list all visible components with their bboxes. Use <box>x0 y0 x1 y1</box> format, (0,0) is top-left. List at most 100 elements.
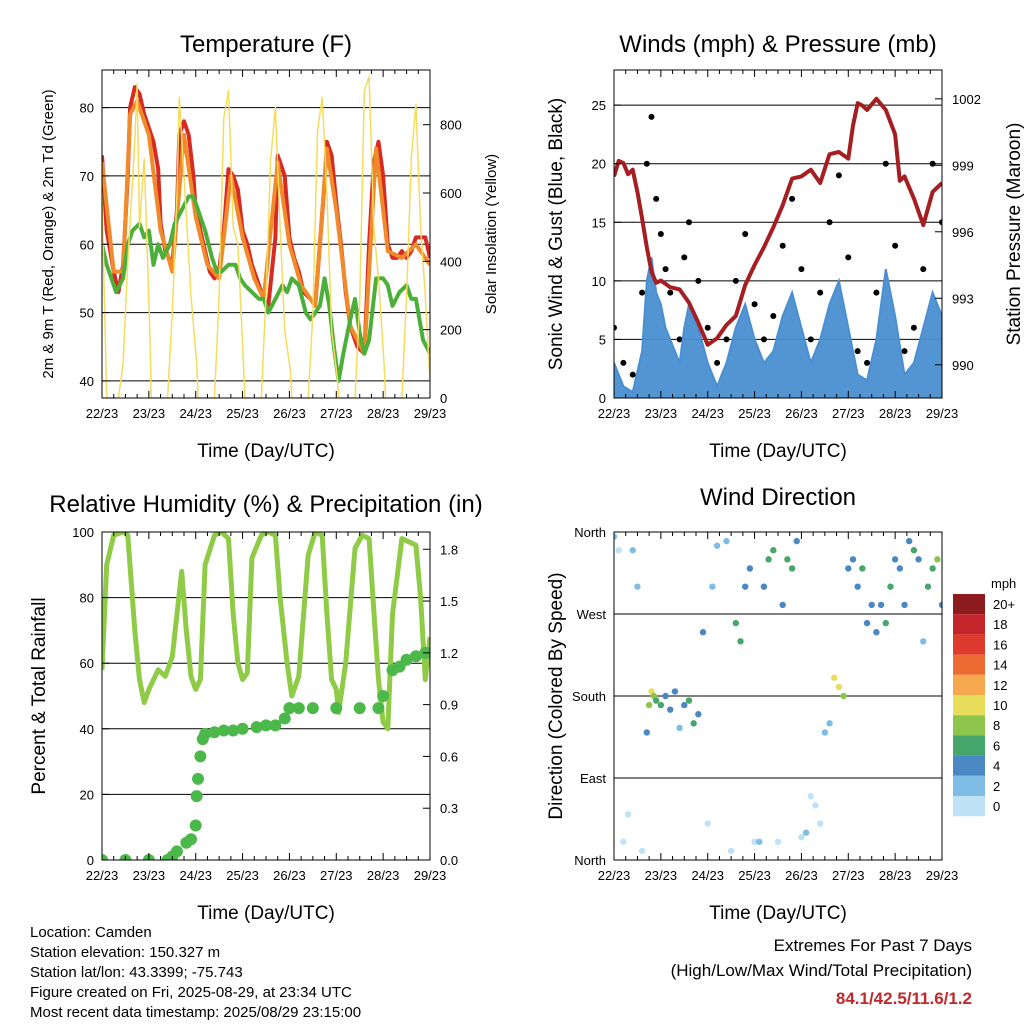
series-line <box>102 532 430 732</box>
x-tick-label: 27/23 <box>832 868 865 883</box>
y2-axis-label: Station Pressure (Maroon) <box>1004 123 1024 346</box>
info-latlon: Station lat/lon: 43.3399; -75.743 <box>30 964 243 981</box>
y-tick-label: North <box>574 853 606 868</box>
direction-point <box>802 829 810 836</box>
direction-point <box>671 688 679 695</box>
y-tick-label: 40 <box>80 722 94 737</box>
y2-tick-label: 1.5 <box>440 594 458 609</box>
wind-direction-panel: Wind Direction 22/23 23/23 24/23 25/23 26/23 2… <box>546 484 958 924</box>
data-point <box>292 702 305 715</box>
x-tick-label: 29/23 <box>926 868 959 883</box>
direction-point <box>713 542 721 549</box>
data-point <box>667 289 674 296</box>
x-tick-label: 28/23 <box>879 868 912 883</box>
data-point <box>864 359 871 366</box>
series-line <box>614 96 942 347</box>
extremes-subtitle: (High/Low/Max Wind/Total Precipitation) <box>671 961 972 980</box>
direction-point <box>920 638 927 645</box>
direction-point <box>732 619 740 627</box>
direction-point <box>938 601 942 609</box>
y-tick-label: 60 <box>80 237 94 252</box>
direction-point <box>877 601 885 609</box>
data-point <box>189 819 202 832</box>
x-tick-label: 22/23 <box>86 868 119 883</box>
plot-area <box>614 96 942 398</box>
wind-speed-legend: mph 20+ 18 16 14 12 10 8 6 4 2 0 <box>953 576 1016 817</box>
data-point <box>704 324 711 331</box>
x-axis-label: Time (Day/UTC) <box>709 903 847 924</box>
data-point <box>798 266 805 273</box>
legend-label: 2 <box>993 779 1000 794</box>
legend-swatch <box>953 695 985 716</box>
data-point <box>653 195 660 202</box>
direction-point <box>854 583 861 590</box>
direction-point <box>906 537 913 545</box>
direction-point <box>915 556 922 563</box>
plot-area <box>102 76 430 398</box>
y2-tick-label: 600 <box>440 186 462 201</box>
info-created: Figure created on Fri, 2025-08-29, at 23… <box>30 984 352 1001</box>
extremes-values: 84.1/42.5/11.6/1.2 <box>836 989 972 1008</box>
humidity-precipitation-panel: Relative Humidity (%) & Precipitation (i… <box>29 491 483 924</box>
data-point <box>250 721 263 734</box>
data-point <box>920 266 927 273</box>
x-tick-label: 27/23 <box>320 868 353 883</box>
direction-point <box>760 583 768 590</box>
x-tick-label: 24/23 <box>691 406 724 421</box>
data-point <box>170 845 183 858</box>
chart-title: Temperature (F) <box>180 31 352 58</box>
direction-point <box>620 838 627 845</box>
data-point <box>306 702 319 715</box>
direction-point <box>662 692 669 700</box>
direction-point <box>859 565 866 572</box>
temperature-panel: Temperature (F) 22/23 23/23 24/23 25/23 26/23… <box>40 31 500 462</box>
direction-point <box>929 565 936 572</box>
x-tick-label: 27/23 <box>832 406 865 421</box>
data-point <box>260 719 272 732</box>
data-point <box>192 772 205 785</box>
y-tick-label: West <box>577 607 607 622</box>
direction-point <box>774 838 782 845</box>
data-point <box>269 719 282 732</box>
legend-label: 14 <box>993 658 1007 673</box>
direction-point <box>934 556 941 563</box>
y-tick-label: 0 <box>87 853 94 868</box>
y-axis-label: Sonic Wind & Gust (Blue, Black) <box>546 98 567 370</box>
y2-tick-label: 1002 <box>952 92 981 107</box>
x-tick-label: 25/23 <box>226 868 259 883</box>
direction-point <box>676 724 683 732</box>
y2-tick-label: 990 <box>952 358 974 373</box>
legend-label: 10 <box>993 698 1007 713</box>
direction-point <box>835 683 843 691</box>
x-tick-label: 26/23 <box>785 868 818 883</box>
data-point <box>817 289 824 296</box>
data-point <box>732 277 739 284</box>
y-tick-label: East <box>580 771 606 786</box>
data-point <box>648 113 655 120</box>
y2-tick-label: 996 <box>952 225 974 240</box>
series-line <box>102 76 430 398</box>
direction-point <box>831 674 838 681</box>
direction-point <box>821 729 829 736</box>
data-point <box>695 277 702 284</box>
x-tick-label: 24/23 <box>691 868 724 883</box>
data-point <box>779 242 786 249</box>
data-point <box>714 359 721 366</box>
direction-point <box>765 556 772 563</box>
plot-area <box>614 533 942 855</box>
data-point <box>283 702 296 715</box>
y-axis-label: Percent & Total Rainfall <box>29 597 50 794</box>
x-tick-label: 29/23 <box>414 406 447 421</box>
direction-point <box>887 583 894 590</box>
direction-point <box>695 711 702 718</box>
x-tick-label: 29/23 <box>926 406 959 421</box>
data-point <box>353 702 366 715</box>
direction-point <box>723 537 730 545</box>
direction-point <box>826 720 833 727</box>
y2-tick-label: 1.2 <box>440 646 458 661</box>
y2-tick-label: 0.0 <box>440 853 458 868</box>
data-point <box>685 219 692 226</box>
data-point <box>643 160 650 167</box>
x-tick-label: 22/23 <box>86 406 119 421</box>
